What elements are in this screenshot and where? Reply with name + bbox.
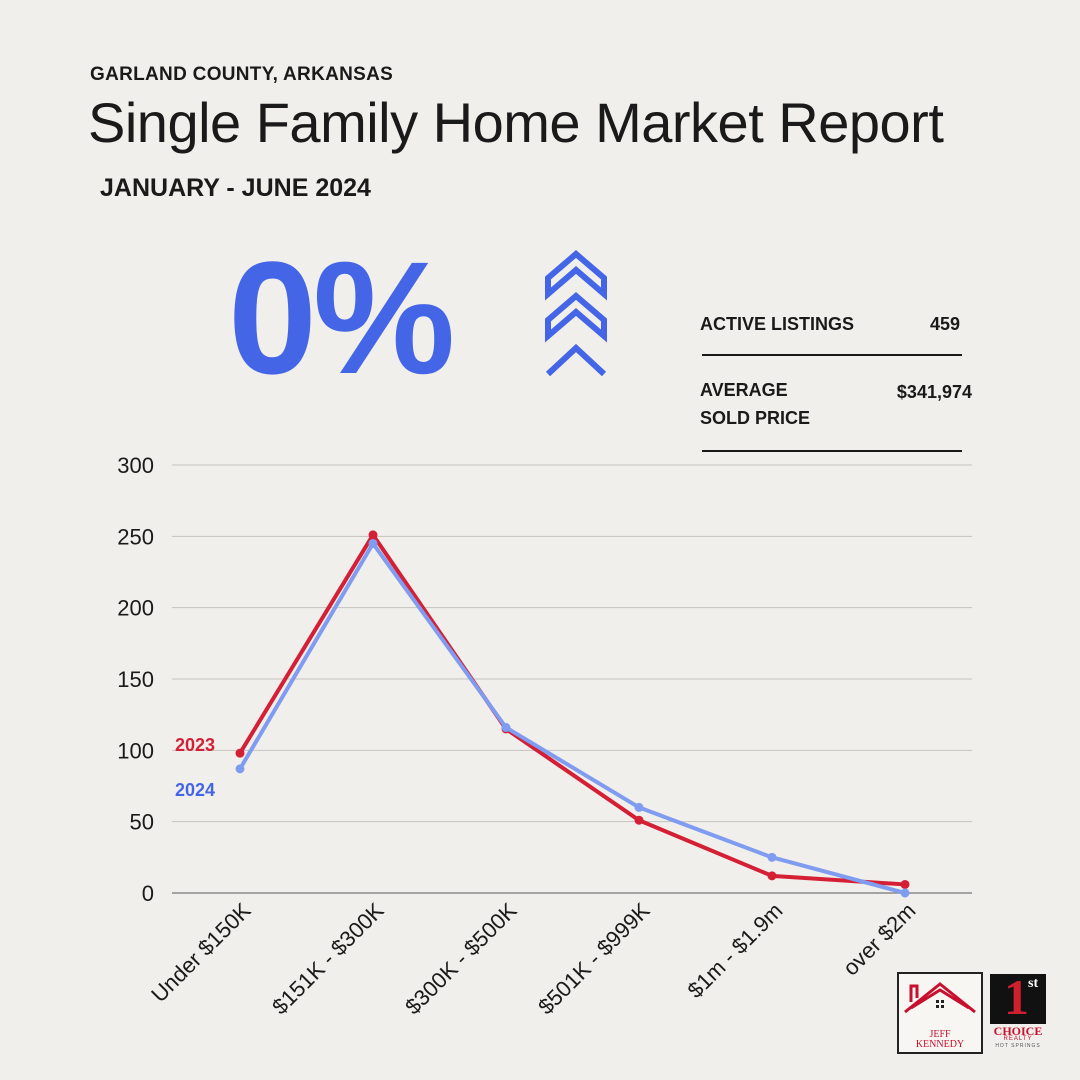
x-tick-label: $300K - $500K xyxy=(400,898,522,1020)
y-tick-label: 100 xyxy=(117,738,154,763)
y-tick-label: 300 xyxy=(117,453,154,478)
y-tick-label: 250 xyxy=(117,524,154,549)
house-roof-icon xyxy=(899,974,981,1024)
y-tick-label: 50 xyxy=(130,810,154,835)
agent-name-last: KENNEDY xyxy=(899,1040,981,1050)
first-choice-realty-logo: 1 st CHOICE REALTY HOT SPRINGS xyxy=(988,974,1050,1050)
data-point-2024 xyxy=(369,539,378,548)
y-tick-label: 150 xyxy=(117,667,154,692)
brokerage-badge: 1 st xyxy=(990,974,1046,1024)
brokerage-number: 1 xyxy=(1004,972,1029,1022)
brokerage-ordinal: st xyxy=(1028,976,1038,992)
brokerage-realty: REALTY xyxy=(988,1036,1048,1042)
x-tick-label: over $2m xyxy=(838,898,921,981)
y-tick-label: 200 xyxy=(117,596,154,621)
series-label-2024: 2024 xyxy=(175,780,215,800)
x-tick-label: $151K - $300K xyxy=(267,898,389,1020)
x-tick-label: Under $150K xyxy=(146,898,256,1008)
x-tick-label: $501K - $999K xyxy=(533,898,655,1020)
jeff-kennedy-logo: JEFF KENNEDY xyxy=(897,972,983,1054)
data-point-2023 xyxy=(635,816,644,825)
data-point-2023 xyxy=(901,880,910,889)
data-point-2023 xyxy=(768,871,777,880)
series-line-2024 xyxy=(240,543,905,893)
data-point-2024 xyxy=(502,723,511,732)
series-line-2023 xyxy=(240,535,905,885)
x-tick-label: $1m - $1.9m xyxy=(683,898,788,1003)
data-point-2024 xyxy=(635,803,644,812)
data-point-2023 xyxy=(369,530,378,539)
data-point-2023 xyxy=(236,749,245,758)
brokerage-city: HOT SPRINGS xyxy=(988,1043,1048,1049)
y-tick-label: 0 xyxy=(142,881,154,906)
data-point-2024 xyxy=(236,764,245,773)
data-point-2024 xyxy=(901,889,910,898)
data-point-2024 xyxy=(768,853,777,862)
series-label-2023: 2023 xyxy=(175,735,215,755)
